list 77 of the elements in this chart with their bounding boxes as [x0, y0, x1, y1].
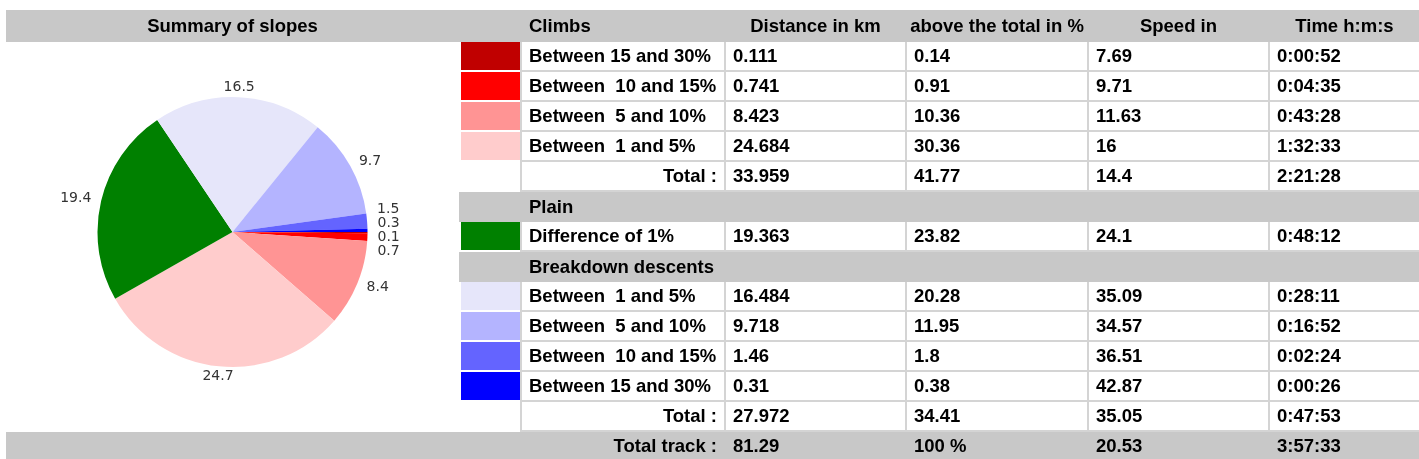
text: 81.29: [733, 434, 780, 457]
legend-label: Between 5 and 10%: [529, 315, 706, 337]
text: Time h:m:s: [1295, 15, 1394, 37]
text: 33.959: [733, 165, 790, 187]
text: 16: [1096, 135, 1117, 157]
legend-label: Between 5 and 10%: [529, 105, 706, 127]
text: 30.36: [914, 135, 961, 157]
text: 1.8: [914, 345, 940, 367]
text: Climbs: [529, 15, 591, 37]
text: Speed in: [1139, 15, 1218, 37]
text: 14.4: [1096, 165, 1133, 187]
text: 7.69: [1096, 45, 1133, 67]
text: 24.684: [733, 135, 790, 157]
text: 34.41: [914, 405, 961, 427]
text: 0:16:52: [1277, 315, 1341, 337]
text: 0.31: [733, 375, 770, 397]
text: above the total in %: [910, 15, 1084, 37]
legend-label: Between 1 and 5%: [529, 285, 696, 307]
text: 100 %: [914, 434, 967, 457]
text: 3:57:33: [1277, 434, 1341, 457]
text: 24.1: [1096, 225, 1133, 247]
text: 0:04:35: [1277, 75, 1341, 97]
text: Total :: [662, 405, 717, 427]
text: 11.95: [914, 315, 960, 337]
text: 27.972: [733, 405, 790, 427]
text: Total :: [662, 165, 717, 187]
text: Distance in km: [750, 15, 881, 37]
text: 11.63: [1096, 105, 1142, 127]
data-label: 16.5: [223, 77, 255, 94]
text: 0.91: [914, 75, 951, 97]
text: 41.77: [914, 165, 961, 187]
legend-label: Between 1 and 5%: [529, 135, 696, 157]
text: 0.111: [733, 45, 778, 67]
data-label: 1.5: [377, 199, 400, 216]
text: Breakdown descents: [529, 256, 715, 278]
data-label: 0.7: [377, 241, 400, 258]
text: 0:48:12: [1277, 225, 1341, 247]
legend-label: Between 15 and 30%: [529, 45, 711, 67]
text: 9.71: [1096, 75, 1133, 97]
text: 0:43:28: [1277, 105, 1341, 127]
text: 0:00:52: [1277, 45, 1341, 67]
data-label: 0.3: [377, 213, 400, 230]
text: Total track :: [613, 434, 717, 457]
data-label: 9.7: [358, 151, 382, 168]
text: 0.741: [733, 75, 780, 97]
text: 10.36: [914, 105, 961, 127]
text: 8.423: [733, 105, 780, 127]
text: 0:47:53: [1277, 405, 1341, 427]
text: 0.38: [914, 375, 951, 397]
chart-title: Summary of slopes: [147, 15, 318, 37]
legend-label: Between 10 and 15%: [529, 75, 717, 97]
text: Plain: [529, 196, 574, 218]
data-label: 0.1: [377, 227, 400, 244]
text: 2:21:28: [1277, 165, 1341, 187]
data-label: 8.4: [366, 277, 389, 294]
text: 1:32:33: [1277, 135, 1341, 157]
text: 35.09: [1096, 285, 1143, 307]
text: 19.363: [733, 225, 790, 247]
text: 0:02:24: [1277, 345, 1341, 367]
text: 23.82: [914, 225, 961, 247]
data-label: 24.7: [202, 366, 234, 383]
data-label: 19.4: [60, 189, 92, 206]
text: 42.87: [1096, 375, 1143, 397]
text: 16.484: [733, 285, 790, 307]
legend-label: Difference of 1%: [529, 225, 674, 247]
text: 35.05: [1096, 405, 1143, 427]
text: 9.718: [733, 315, 780, 337]
legend-label: Between 10 and 15%: [529, 345, 717, 367]
legend-label: Between 15 and 30%: [529, 375, 711, 397]
text: 20.28: [914, 285, 961, 307]
text: 36.51: [1096, 345, 1143, 367]
text: 0:00:26: [1277, 375, 1341, 397]
text: 1.46: [733, 345, 770, 367]
text: 0:28:11: [1277, 285, 1340, 307]
text: 20.53: [1096, 434, 1143, 457]
text: 0.14: [914, 45, 951, 67]
text: 34.57: [1096, 315, 1143, 337]
